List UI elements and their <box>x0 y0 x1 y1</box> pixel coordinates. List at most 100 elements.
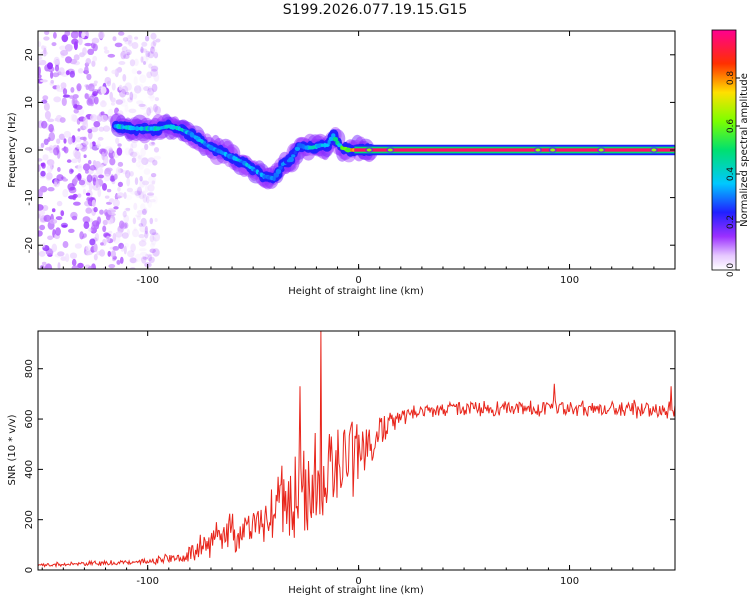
noise-cell <box>82 216 91 224</box>
noise-cell <box>47 118 55 123</box>
noise-cell <box>128 39 133 47</box>
noise-cell <box>57 167 61 172</box>
noise-cell <box>129 91 134 101</box>
noise-cell <box>111 69 117 75</box>
ridge-core-cell <box>293 150 297 155</box>
noise-cell <box>38 209 46 216</box>
noise-cell <box>38 230 43 237</box>
noise-cell <box>125 194 133 201</box>
x-tick-label: -100 <box>136 275 159 286</box>
noise-cell <box>122 170 128 175</box>
noise-cell <box>116 192 125 198</box>
noise-cell <box>78 37 83 46</box>
noise-cell <box>147 157 155 163</box>
noise-cell <box>119 220 125 229</box>
noise-cell <box>62 88 68 96</box>
band-blob-core <box>366 148 372 152</box>
noise-cell <box>85 58 92 65</box>
snr-series-line <box>38 331 675 569</box>
noise-cell <box>102 125 111 132</box>
noise-cell <box>117 143 122 147</box>
noise-cell <box>73 201 81 206</box>
noise-cell <box>112 199 120 207</box>
noise-cell <box>38 66 41 76</box>
stable-band-core <box>354 148 675 152</box>
noise-cell <box>81 31 85 39</box>
noise-cell <box>41 261 47 266</box>
noise-cell <box>130 258 138 264</box>
noise-cell <box>152 104 158 113</box>
noise-cell <box>134 85 142 94</box>
noise-cell <box>148 256 155 263</box>
noise-cell <box>102 219 108 226</box>
noise-cell <box>43 36 50 41</box>
colorbar-label: Normalized spectral amplitude <box>739 73 750 227</box>
noise-cell <box>150 46 155 54</box>
noise-cell <box>100 114 108 123</box>
noise-cell <box>38 146 42 150</box>
noise-cell <box>124 222 129 229</box>
spectrogram-x-ticks: -100 0 100 <box>41 31 676 286</box>
noise-cell <box>86 174 93 183</box>
noise-cell <box>134 177 139 186</box>
spectrogram-y-ticks: -20 -10 0 10 20 <box>24 48 675 253</box>
noise-cell <box>124 242 129 248</box>
noise-cell <box>51 208 56 213</box>
noise-cell <box>112 36 117 42</box>
noise-cell <box>120 256 124 264</box>
noise-cell <box>139 159 147 165</box>
noise-cell <box>60 49 69 56</box>
noise-cell <box>111 82 116 91</box>
noise-cell <box>147 192 155 196</box>
noise-cell <box>145 196 150 204</box>
noise-cell <box>64 44 73 52</box>
noise-cell <box>147 199 153 208</box>
noise-cell <box>117 186 121 192</box>
noise-cell <box>137 155 142 163</box>
noise-cell <box>89 114 98 122</box>
noise-cell <box>69 70 76 78</box>
noise-cell <box>42 95 49 101</box>
noise-cell <box>100 111 105 116</box>
ridge-core-cell <box>272 176 276 182</box>
noise-cell <box>123 214 130 223</box>
noise-cell <box>71 258 77 267</box>
noise-cell <box>91 89 100 93</box>
noise-cell <box>143 86 150 92</box>
noise-cell <box>106 188 112 193</box>
band-blob-core <box>651 148 657 152</box>
noise-cell <box>139 248 147 252</box>
noise-cell <box>124 147 131 156</box>
noise-cell <box>144 185 149 193</box>
noise-cell <box>95 180 99 189</box>
noise-cell <box>79 52 85 58</box>
noise-cell <box>145 253 149 259</box>
noise-cell <box>124 91 130 96</box>
noise-cell <box>77 128 81 132</box>
noise-cell <box>123 245 127 255</box>
noise-cell <box>71 158 78 164</box>
noise-cell <box>91 60 96 67</box>
noise-cell <box>39 224 46 231</box>
noise-cell <box>126 177 131 187</box>
noise-cell <box>140 203 146 211</box>
noise-cell <box>63 146 69 154</box>
noise-cell <box>42 242 46 248</box>
noise-cell <box>143 61 146 65</box>
noise-cell <box>131 42 139 49</box>
noise-cell <box>56 174 64 182</box>
noise-cell <box>152 159 158 166</box>
noise-cell <box>89 165 97 171</box>
noise-cell <box>127 86 133 91</box>
noise-cell <box>128 35 133 40</box>
noise-cell <box>145 50 151 58</box>
noise-cell <box>138 154 143 160</box>
noise-cell <box>77 164 83 173</box>
noise-cell <box>142 208 147 215</box>
noise-cell <box>153 195 158 204</box>
noise-cell <box>149 234 155 243</box>
noise-cell <box>126 34 133 43</box>
noise-cell <box>85 192 91 196</box>
noise-cell <box>84 42 92 47</box>
noise-cell <box>69 252 78 259</box>
